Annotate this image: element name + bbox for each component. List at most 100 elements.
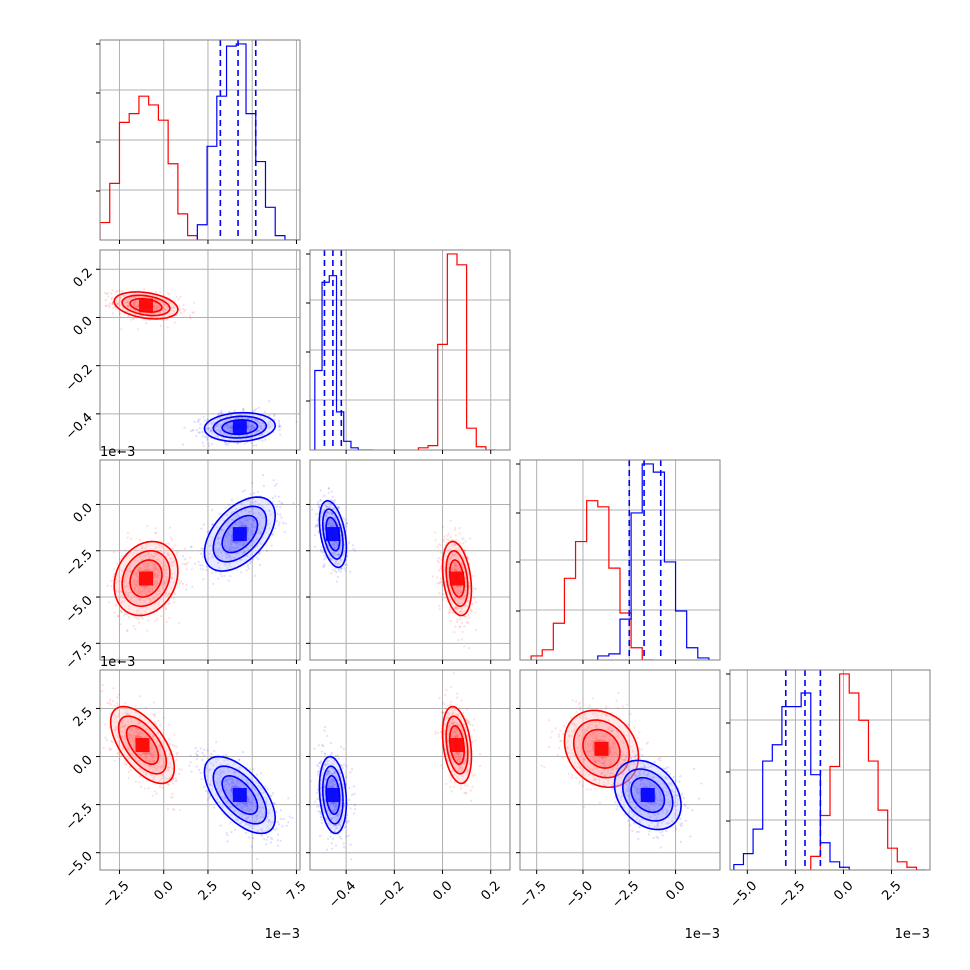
- scatter-point: [217, 536, 220, 540]
- scatter-point: [138, 775, 141, 778]
- scatter-point: [145, 588, 148, 591]
- scatter-point: [160, 545, 163, 548]
- scatter-point: [459, 591, 463, 594]
- contour-red: [448, 559, 466, 598]
- scatter-point: [119, 296, 123, 299]
- scatter-point: [153, 575, 156, 579]
- scatter-point: [470, 609, 473, 613]
- scatter-point: [141, 590, 144, 593]
- scatter-point: [339, 544, 342, 547]
- scatter-point: [136, 618, 140, 621]
- scatter-point: [144, 706, 148, 709]
- scatter-point: [459, 589, 462, 592]
- scatter-point: [170, 309, 173, 312]
- scatter-point: [258, 532, 262, 535]
- scatter-point: [110, 740, 113, 743]
- scatter-point: [124, 585, 127, 589]
- scatter-point: [189, 545, 193, 548]
- scatter-point: [179, 295, 182, 299]
- scatter-point: [149, 600, 153, 603]
- scatter-point: [250, 423, 254, 426]
- scatter-point: [118, 758, 121, 761]
- scatter-point: [123, 300, 126, 303]
- scatter-point: [147, 787, 150, 790]
- scatter-point: [113, 717, 116, 720]
- scatter-point: [225, 556, 228, 559]
- scatter-point: [454, 554, 457, 557]
- scatter-point: [105, 304, 108, 307]
- scatter-point: [468, 584, 471, 588]
- scatter-point: [127, 567, 130, 570]
- scatter-point: [153, 567, 156, 570]
- scatter-point: [119, 297, 122, 300]
- hist-frame-3: [729, 669, 931, 871]
- scatter-point: [217, 541, 220, 544]
- scatter-point: [241, 558, 244, 561]
- scatter-point: [223, 425, 226, 428]
- scatter-point: [133, 300, 136, 303]
- scatter-point: [327, 522, 330, 525]
- scatter-point: [164, 308, 167, 311]
- scatter-point: [155, 595, 158, 599]
- scatter-point: [245, 518, 248, 521]
- scatter-point: [163, 303, 166, 306]
- scatter-point: [107, 601, 111, 604]
- scatter-point: [201, 547, 204, 550]
- scatter-point: [224, 547, 227, 550]
- scatter-point: [327, 512, 330, 515]
- scatter-point: [226, 514, 229, 517]
- scatter-point: [228, 426, 231, 429]
- scatter-point: [146, 551, 150, 554]
- scatter-point: [146, 524, 149, 528]
- contour-red: [113, 540, 179, 617]
- scatter-point: [148, 565, 151, 568]
- contour-blue: [203, 496, 276, 572]
- scatter-point: [262, 473, 265, 477]
- scatter-point: [166, 292, 169, 295]
- scatter-point: [327, 486, 330, 489]
- scatter-point: [443, 571, 446, 574]
- scatter-point: [133, 302, 136, 305]
- scatter-point: [453, 553, 457, 556]
- scatter-point: [227, 548, 230, 551]
- scatter-point: [151, 794, 154, 797]
- scatter-point: [136, 590, 140, 593]
- scatter-point: [147, 731, 150, 734]
- scatter-point: [233, 548, 236, 551]
- scatter-point: [150, 734, 154, 738]
- scatter-point: [121, 720, 124, 723]
- scatter-point: [316, 523, 319, 526]
- scatter-point: [135, 600, 138, 603]
- scatter-point: [334, 562, 337, 565]
- scatter-point: [199, 563, 202, 567]
- scatter-point: [242, 519, 245, 522]
- scatter-point: [241, 540, 245, 543]
- scatter-point: [438, 604, 441, 607]
- scatter-point: [323, 508, 326, 511]
- scatter-point: [127, 314, 130, 317]
- scatter-point: [314, 523, 317, 527]
- hist-blue-1: [314, 275, 373, 450]
- scatter-point: [135, 580, 139, 583]
- scatter-point: [160, 778, 163, 781]
- scatter-point: [156, 567, 159, 571]
- scatter-point: [217, 561, 220, 564]
- scatter-point: [164, 577, 168, 580]
- scatter-point: [161, 774, 165, 777]
- scatter-point: [238, 543, 241, 546]
- scatter-point: [112, 567, 116, 571]
- scatter-point: [245, 519, 248, 523]
- scatter-point: [227, 531, 230, 534]
- scatter-point: [181, 308, 184, 311]
- scatter-point: [151, 587, 154, 590]
- scatter-point: [230, 530, 233, 534]
- scatter-point: [249, 517, 252, 521]
- scatter-point: [206, 438, 209, 441]
- scatter-point: [128, 733, 131, 736]
- scatter-point: [250, 523, 253, 526]
- scatter-point: [164, 308, 167, 311]
- scatter-point: [155, 576, 158, 579]
- scatter-point: [125, 303, 128, 306]
- scatter-point: [134, 304, 137, 308]
- scatter-point: [138, 567, 142, 570]
